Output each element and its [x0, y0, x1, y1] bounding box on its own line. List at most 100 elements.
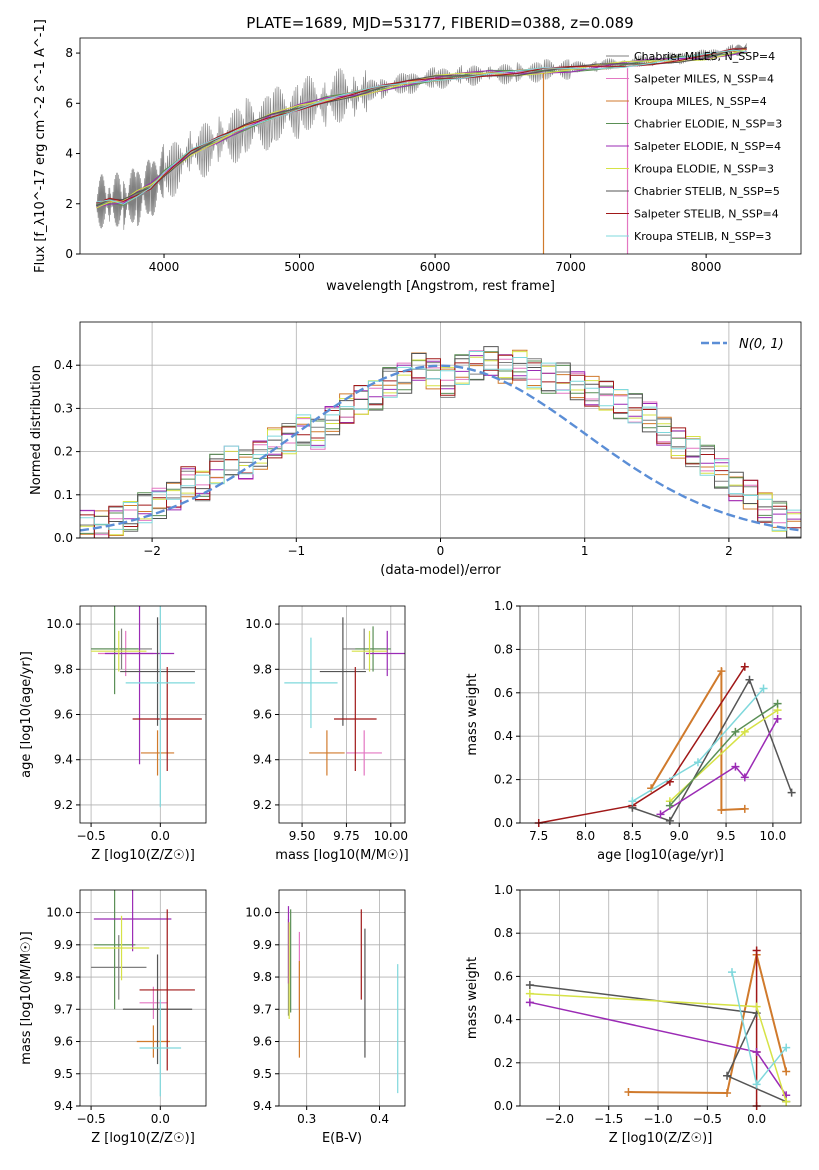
mass-vs-metallicity-panel: −0.5 0.0 9.4 9.5 9.6 9.7 9.8 9.9 10.0 Z [log10(Z/… — [19, 889, 207, 1146]
y-tick-label: 0.6 — [494, 686, 513, 700]
x-axis-label: Z [log10(Z/Z☉)] — [91, 1131, 195, 1146]
x-tick-label: −1.0 — [643, 1112, 672, 1126]
y-tick-label: 10.0 — [46, 906, 73, 920]
weight-line — [669, 702, 779, 807]
legend-label: Chabrier STELIB, N_SSP=5 — [634, 185, 780, 198]
weight-line — [632, 688, 765, 802]
spectrum-plot-area — [96, 43, 747, 254]
x-tick-label: 9.75 — [333, 829, 360, 843]
weight-marker — [525, 998, 534, 1007]
x-tick-label: 0.3 — [297, 1112, 316, 1126]
y-tick-label: 0.0 — [494, 1099, 513, 1113]
x-tick-label: 10.0 — [760, 829, 787, 843]
x-tick-label: 8.5 — [623, 829, 642, 843]
y-axis-label: age [log10(age/yr)] — [19, 651, 34, 778]
weight-marker — [665, 816, 674, 825]
model-spectrum-line — [96, 49, 747, 205]
x-tick-label: 1 — [581, 544, 589, 558]
y-axis-label: mass [log10(M/M☉)] — [19, 931, 34, 1064]
weight-marker — [752, 1080, 761, 1089]
y-tick-label: 9.9 — [253, 938, 272, 952]
y-tick-label: 9.4 — [54, 753, 73, 767]
x-tick-label: 6000 — [420, 260, 451, 274]
weight-marker — [628, 797, 637, 806]
gaussian-curve — [80, 364, 801, 532]
x-tick-label: 0.0 — [747, 1112, 766, 1126]
axes-frame — [278, 605, 406, 824]
weight-marker — [624, 1087, 633, 1096]
weight-marker — [717, 667, 726, 676]
y-tick-label: 2 — [65, 197, 73, 211]
residuals-panel: −2 −1 0 1 2 0.0 0.1 0.2 0.3 0.4 (data-model)/error… — [29, 321, 802, 578]
weight-marker — [656, 810, 665, 819]
y-tick-label: 9.5 — [54, 1067, 73, 1081]
y-tick-label: 0.2 — [494, 773, 513, 787]
x-tick-label: −0.5 — [693, 1112, 722, 1126]
weight-marker — [782, 1097, 791, 1106]
weight-marker — [665, 801, 674, 810]
x-tick-label: −0.5 — [77, 829, 106, 843]
x-tick-label: 9.50 — [289, 829, 316, 843]
axes-frame — [79, 37, 802, 255]
x-tick-label: 8000 — [691, 260, 722, 274]
weight-marker — [525, 989, 534, 998]
y-tick-label: 0.2 — [494, 1056, 513, 1070]
legend-label: N(0, 1) — [739, 337, 784, 352]
y-tick-label: 0.4 — [494, 1013, 513, 1027]
x-tick-label: −2 — [143, 544, 161, 558]
y-tick-label: 9.8 — [253, 970, 272, 984]
x-tick-label: 8.0 — [576, 829, 595, 843]
weight-marker — [525, 981, 534, 990]
mass_vs_EBV-plot-area — [287, 906, 399, 1094]
y-tick-label: 0.4 — [494, 729, 513, 743]
y-tick-label: 9.4 — [253, 1099, 272, 1113]
weight-vs-age-panel: 7.5 8.0 8.5 9.0 9.5 10.0 0.0 0.2 0.4 0.6 0.8 1.0 age… — [465, 599, 802, 863]
weight-marker — [723, 1071, 732, 1080]
y-tick-label: 0.4 — [54, 358, 73, 372]
data-spectrum-line — [96, 43, 747, 230]
axes-frame — [79, 605, 207, 824]
x-tick-label: 0.4 — [370, 1112, 389, 1126]
x-tick-label: 9.0 — [670, 829, 689, 843]
axes-frame — [79, 321, 802, 539]
weight-vs-metallicity-panel: −2.0 −1.5 −1.0 −0.5 0.0 0.0 0.2 0.4 0.6 0.8 1.0 Z [… — [465, 883, 802, 1146]
y-tick-label: 9.6 — [253, 1035, 272, 1049]
legend-label: Salpeter ELODIE, N_SSP=4 — [634, 140, 781, 153]
y-axis-label: Normed distribution — [29, 365, 44, 495]
x-axis-label: E(B-V) — [322, 1131, 362, 1146]
y-tick-label: 0 — [65, 247, 73, 261]
x-tick-label: 0.0 — [151, 829, 170, 843]
axes-frame — [519, 605, 802, 824]
y-tick-label: 9.7 — [253, 1002, 272, 1016]
y-tick-label: 9.2 — [54, 798, 73, 812]
mass_vs_Z-plot-area — [91, 890, 195, 1097]
weight-marker — [752, 1002, 761, 1011]
weight-line — [529, 984, 787, 1103]
mass-vs-ebv-panel: 0.3 0.4 9.4 9.5 9.6 9.7 9.8 9.9 10.0 E(B-V) — [245, 889, 406, 1146]
weight-marker — [731, 762, 740, 771]
x-tick-label: 10.00 — [374, 829, 408, 843]
axes-frame — [278, 889, 406, 1107]
x-tick-label: 7000 — [555, 260, 586, 274]
y-tick-label: 0.0 — [54, 531, 73, 545]
x-axis-label: Z [log10(Z/Z☉)] — [609, 1131, 713, 1146]
residuals-plot-area — [80, 346, 801, 538]
x-tick-label: 2 — [725, 544, 733, 558]
legend-label: Chabrier ELODIE, N_SSP=3 — [634, 118, 782, 131]
y-tick-label: 0.8 — [494, 926, 513, 940]
weight-line — [632, 678, 793, 822]
spectrum-legend: Chabrier MILES, N_SSP=4 Salpeter MILES, N… — [606, 50, 782, 243]
x-axis-label: (data-model)/error — [380, 563, 501, 578]
y-tick-label: 10.0 — [245, 617, 272, 631]
y-tick-label: 9.2 — [253, 798, 272, 812]
y-tick-label: 10.0 — [245, 906, 272, 920]
weight-marker — [782, 1043, 791, 1052]
y-tick-label: 0.3 — [54, 401, 73, 415]
weight-line — [628, 954, 788, 1095]
weight-marker — [740, 727, 749, 736]
y-tick-label: 9.8 — [54, 662, 73, 676]
weight-marker — [752, 1048, 761, 1056]
y-tick-label: 9.8 — [54, 970, 73, 984]
x-tick-label: −0.5 — [77, 1112, 106, 1126]
